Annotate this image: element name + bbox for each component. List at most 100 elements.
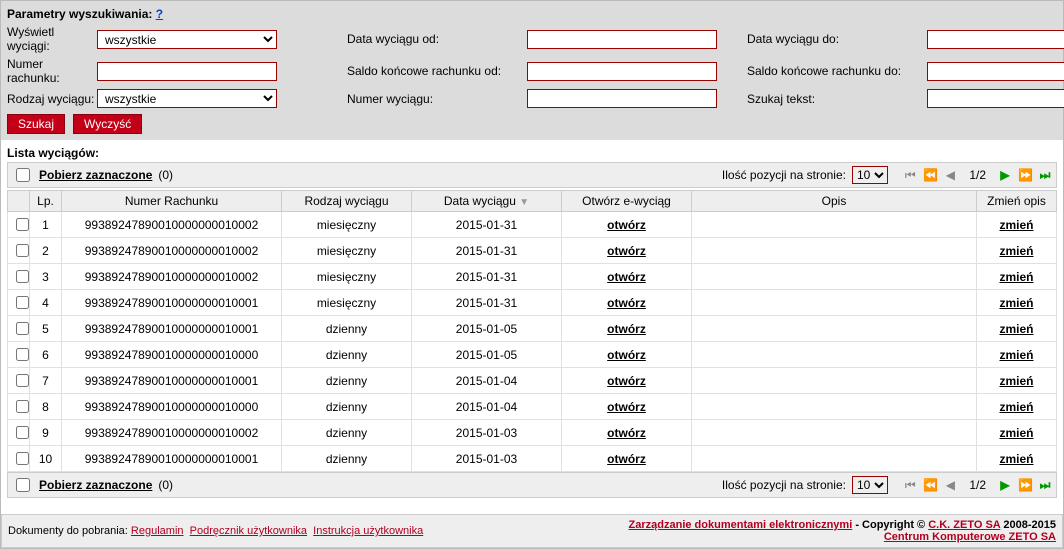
clear-button[interactable]: Wyczyść — [73, 114, 142, 134]
row-checkbox[interactable] — [16, 296, 29, 309]
column-header[interactable]: Opis — [692, 191, 977, 212]
change-link[interactable]: zmień — [999, 374, 1033, 388]
open-link[interactable]: otwórz — [607, 348, 646, 362]
fast-back-bottom-icon[interactable]: ⏪ — [923, 478, 937, 492]
cell-lp: 7 — [30, 368, 62, 394]
table-row: 799389247890010000000010001dzienny2015-0… — [8, 368, 1057, 394]
row-checkbox[interactable] — [16, 426, 29, 439]
first-page-top-icon[interactable]: ⏮ — [903, 168, 917, 183]
open-link[interactable]: otwórz — [607, 322, 646, 336]
cell-type: dzienny — [282, 394, 412, 420]
open-link[interactable]: otwórz — [607, 374, 646, 388]
fast-back-top-icon[interactable]: ⏪ — [923, 168, 937, 182]
change-link[interactable]: zmień — [999, 452, 1033, 466]
cell-date: 2015-01-31 — [412, 290, 562, 316]
fast-fwd-top-icon[interactable]: ⏩ — [1018, 168, 1032, 182]
list-toolbar-bottom: Pobierz zaznaczone (0) Ilość pozycji na … — [7, 472, 1057, 498]
next-page-bottom-icon[interactable]: ▶ — [998, 478, 1012, 492]
table-row: 199389247890010000000010002miesięczny201… — [8, 212, 1057, 238]
last-page-bottom-icon[interactable]: ⏭ — [1038, 478, 1052, 493]
per-page-select-top[interactable]: 10 — [852, 166, 888, 184]
open-link[interactable]: otwórz — [607, 426, 646, 440]
row-checkbox[interactable] — [16, 374, 29, 387]
open-link[interactable]: otwórz — [607, 218, 646, 232]
cell-type: miesięczny — [282, 212, 412, 238]
date-to-input[interactable] — [927, 30, 1064, 49]
column-header[interactable]: Data wyciągu ▼ — [412, 191, 562, 212]
row-checkbox[interactable] — [16, 400, 29, 413]
date-from-input[interactable] — [527, 30, 717, 49]
search-button[interactable]: Szukaj — [7, 114, 65, 134]
footer-instruction-link[interactable]: Instrukcja użytkownika — [313, 525, 423, 537]
per-page-label-bottom: Ilość pozycji na stronie: — [722, 478, 846, 492]
search-text-label: Szukaj tekst: — [747, 92, 927, 106]
cell-date: 2015-01-04 — [412, 368, 562, 394]
cell-account: 99389247890010000000010002 — [62, 264, 282, 290]
balance-from-label: Saldo końcowe rachunku od: — [347, 64, 527, 78]
open-link[interactable]: otwórz — [607, 244, 646, 258]
change-link[interactable]: zmień — [999, 270, 1033, 284]
account-num-input[interactable] — [97, 62, 277, 81]
footer-manual-link[interactable]: Podręcznik użytkownika — [190, 525, 307, 537]
table-row: 699389247890010000000010000dzienny2015-0… — [8, 342, 1057, 368]
params-help-link[interactable]: ? — [156, 7, 163, 21]
change-link[interactable]: zmień — [999, 322, 1033, 336]
cell-account: 99389247890010000000010002 — [62, 212, 282, 238]
change-link[interactable]: zmień — [999, 348, 1033, 362]
footer-center-link[interactable]: Centrum Komputerowe ZETO SA — [884, 531, 1056, 543]
cell-type: miesięczny — [282, 290, 412, 316]
cell-date: 2015-01-05 — [412, 342, 562, 368]
balance-to-input[interactable] — [927, 62, 1064, 81]
select-all-top-checkbox[interactable] — [16, 168, 30, 182]
column-header[interactable]: Rodzaj wyciągu — [282, 191, 412, 212]
footer-regulamin-link[interactable]: Regulamin — [131, 525, 184, 537]
cell-date: 2015-01-31 — [412, 212, 562, 238]
search-text-input[interactable] — [927, 89, 1064, 108]
balance-from-input[interactable] — [527, 62, 717, 81]
last-page-top-icon[interactable]: ⏭ — [1038, 168, 1052, 183]
download-selected-top-link[interactable]: Pobierz zaznaczone — [39, 168, 152, 182]
row-checkbox[interactable] — [16, 270, 29, 283]
change-link[interactable]: zmień — [999, 400, 1033, 414]
row-checkbox[interactable] — [16, 244, 29, 257]
cell-desc — [692, 212, 977, 238]
per-page-select-bottom[interactable]: 10 — [852, 476, 888, 494]
row-checkbox[interactable] — [16, 452, 29, 465]
row-checkbox[interactable] — [16, 218, 29, 231]
row-checkbox[interactable] — [16, 348, 29, 361]
column-header[interactable]: Lp. — [30, 191, 62, 212]
cell-desc — [692, 368, 977, 394]
open-link[interactable]: otwórz — [607, 400, 646, 414]
next-page-top-icon[interactable]: ▶ — [998, 168, 1012, 182]
cell-account: 99389247890010000000010001 — [62, 316, 282, 342]
open-link[interactable]: otwórz — [607, 270, 646, 284]
fast-fwd-bottom-icon[interactable]: ⏩ — [1018, 478, 1032, 492]
extract-type-select[interactable]: wszystkie — [97, 89, 277, 108]
first-page-bottom-icon[interactable]: ⏮ — [903, 478, 917, 493]
change-link[interactable]: zmień — [999, 244, 1033, 258]
cell-type: miesięczny — [282, 238, 412, 264]
footer-docs-label: Dokumenty do pobrania: — [8, 525, 128, 537]
column-header[interactable] — [8, 191, 30, 212]
change-link[interactable]: zmień — [999, 426, 1033, 440]
display-extracts-select[interactable]: wszystkie — [97, 30, 277, 49]
cell-desc — [692, 446, 977, 472]
date-from-label: Data wyciągu od: — [347, 32, 527, 46]
prev-page-bottom-icon[interactable]: ◀ — [943, 478, 957, 492]
footer-mgmt-link[interactable]: Zarządzanie dokumentami elektronicznymi — [629, 519, 853, 531]
download-selected-bottom-link[interactable]: Pobierz zaznaczone — [39, 478, 152, 492]
cell-account: 99389247890010000000010001 — [62, 290, 282, 316]
params-title-text: Parametry wyszukiwania: — [7, 7, 156, 21]
column-header[interactable]: Otwórz e-wyciąg — [562, 191, 692, 212]
prev-page-top-icon[interactable]: ◀ — [943, 168, 957, 182]
change-link[interactable]: zmień — [999, 296, 1033, 310]
extract-num-input[interactable] — [527, 89, 717, 108]
select-all-bottom-checkbox[interactable] — [16, 478, 30, 492]
open-link[interactable]: otwórz — [607, 452, 646, 466]
change-link[interactable]: zmień — [999, 218, 1033, 232]
row-checkbox[interactable] — [16, 322, 29, 335]
open-link[interactable]: otwórz — [607, 296, 646, 310]
column-header[interactable]: Zmień opis — [977, 191, 1057, 212]
footer-company-link[interactable]: C.K. ZETO SA — [928, 519, 1000, 531]
column-header[interactable]: Numer Rachunku — [62, 191, 282, 212]
